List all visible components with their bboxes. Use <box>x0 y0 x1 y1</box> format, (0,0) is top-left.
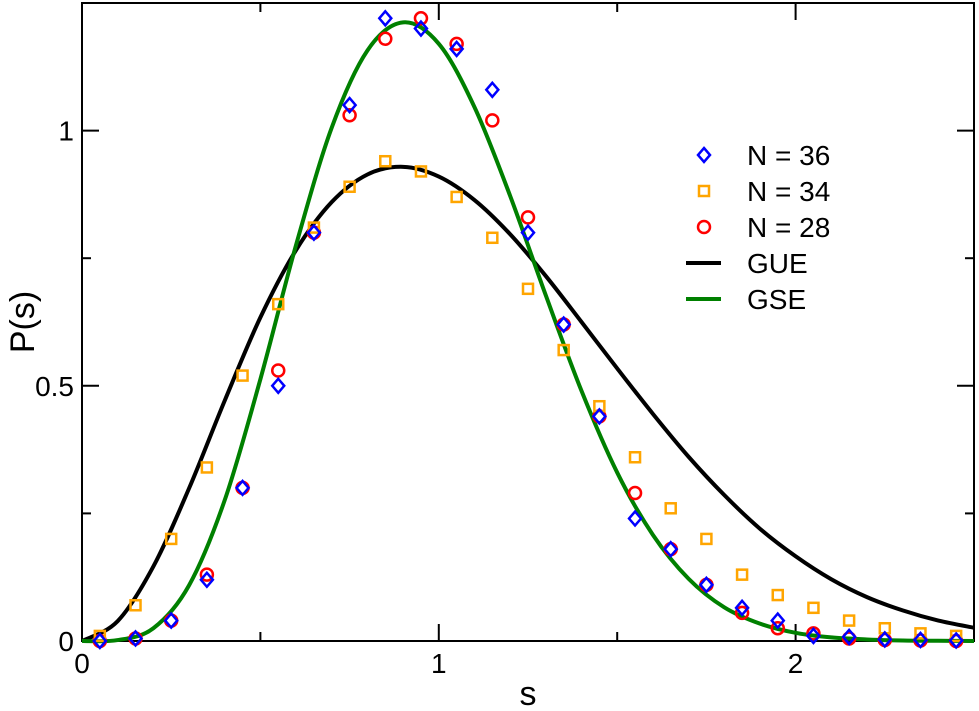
n-36-series <box>92 9 964 650</box>
n-36-point <box>841 627 857 646</box>
n-28-point <box>485 113 500 128</box>
n-36-point <box>734 598 750 617</box>
legend-marker-n-28 <box>696 219 712 235</box>
n-36-point <box>805 626 822 645</box>
n-34-point <box>343 180 356 193</box>
n-34-point <box>735 568 749 581</box>
n-34-point <box>949 629 963 643</box>
n-34-point <box>236 369 249 382</box>
x-tick-label: 1 <box>431 648 447 679</box>
major-ticks <box>82 3 974 641</box>
legend-marker-n-36 <box>696 146 712 164</box>
legend-marker-n-34 <box>697 184 711 198</box>
y-tick-label: 1 <box>58 116 74 147</box>
n-36-point <box>663 540 679 559</box>
n-28-point <box>235 480 250 496</box>
n-28-series <box>92 11 964 649</box>
n-36-point <box>877 630 893 649</box>
n-36-point <box>591 407 608 426</box>
n-28-point <box>734 605 750 621</box>
n-28-point <box>270 363 286 378</box>
n-34-series <box>93 154 963 643</box>
n-36-point <box>270 376 286 395</box>
minor-ticks <box>82 3 974 641</box>
fit-curves <box>81 20 975 644</box>
n-34-point <box>129 599 142 612</box>
n-36-point <box>448 40 465 58</box>
n-36-point <box>306 223 322 242</box>
n-36-point <box>127 629 144 648</box>
n-34-point <box>700 532 713 546</box>
legend-item-gse: GSE <box>686 284 806 315</box>
legend-label-n-34: N = 34 <box>747 176 830 207</box>
n-36-point <box>484 80 500 99</box>
n-36-point <box>912 631 929 649</box>
n-34-point <box>307 221 321 234</box>
x-tick-label: 0 <box>74 648 90 679</box>
n-34-point <box>200 461 214 474</box>
n-34-point <box>807 601 820 615</box>
n-28-point <box>770 620 786 636</box>
y-axis-label: P(s) <box>4 291 42 353</box>
n-28-point <box>163 613 179 628</box>
y-tick-label: 0.5 <box>35 371 74 402</box>
n-28-point <box>378 31 393 46</box>
legend-item-gue: GUE <box>686 248 808 279</box>
gue-curve <box>81 164 975 643</box>
n-28-point <box>627 485 643 501</box>
n-34-point <box>914 627 927 640</box>
n-34-point <box>93 629 107 643</box>
n-28-point <box>663 541 678 557</box>
n-34-point <box>414 165 428 178</box>
n-34-point <box>842 614 856 627</box>
n-28-point <box>699 577 714 593</box>
n-28-point <box>199 567 215 582</box>
legend-label-n-28: N = 28 <box>747 212 830 243</box>
n-36-point <box>234 478 251 497</box>
legend-item-n-34: N = 34 <box>697 176 830 207</box>
n-34-point <box>486 231 499 245</box>
y-tick-label: 0 <box>58 626 74 657</box>
n-36-point <box>199 570 215 589</box>
n-36-point <box>163 611 179 630</box>
n-36-point <box>520 223 536 242</box>
n-34-point <box>521 282 535 296</box>
n-36-point <box>341 96 358 115</box>
n-34-point <box>164 532 178 546</box>
n-34-point <box>664 502 677 515</box>
tick-labels: 0 1 2 0 0.5 1 <box>35 116 803 679</box>
legend-label-gse: GSE <box>747 284 806 315</box>
legend-label-gue: GUE <box>747 248 808 279</box>
n-28-point <box>449 36 464 52</box>
gse-curve <box>81 20 975 644</box>
legend-item-n-36: N = 36 <box>696 140 830 171</box>
n-28-point <box>413 11 429 26</box>
x-axis-label: s <box>520 675 537 711</box>
n-36-point <box>770 611 786 630</box>
n-36-point <box>413 19 429 38</box>
n-34-point <box>557 343 570 357</box>
n-28-point <box>520 210 536 225</box>
legend: N = 36 N = 34 N = 28 GUE GSE <box>686 140 830 315</box>
n-36-point <box>556 315 572 334</box>
legend-item-n-28: N = 28 <box>696 212 830 243</box>
n-36-point <box>627 509 643 528</box>
n-28-point <box>342 108 357 123</box>
n-36-point <box>92 632 108 650</box>
x-tick-label: 2 <box>788 648 804 679</box>
plot-frame <box>81 2 975 642</box>
n-34-point <box>628 451 642 464</box>
n-34-point <box>379 154 392 168</box>
n-28-point <box>556 317 571 332</box>
n-34-point <box>771 588 785 602</box>
n-36-point <box>948 631 964 650</box>
n-34-point <box>450 190 463 204</box>
legend-label-n-36: N = 36 <box>747 140 830 171</box>
n-36-point <box>377 9 393 28</box>
n-34-point <box>271 297 285 311</box>
n-36-point <box>698 575 715 594</box>
data-markers <box>92 9 964 650</box>
